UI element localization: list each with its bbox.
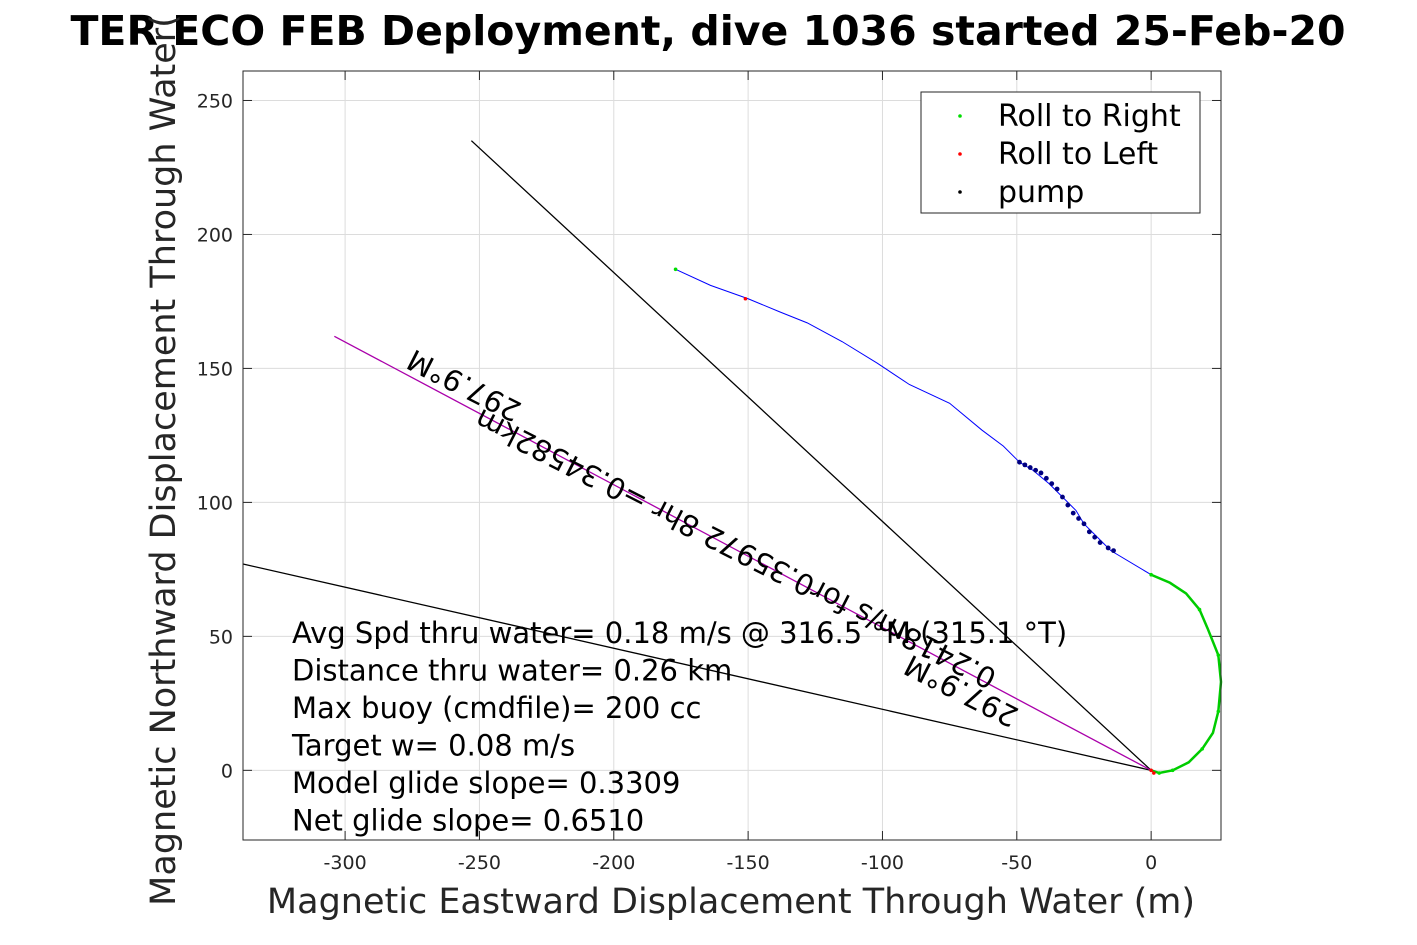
reference-lines: [242, 140, 1152, 771]
pump-point: [1017, 459, 1022, 465]
legend-marker: [958, 152, 962, 156]
x-axis-label: Magnetic Eastward Displacement Through W…: [267, 882, 1195, 922]
pump-point: [1092, 534, 1098, 540]
track-line: [675, 268, 1152, 576]
legend-label: Roll to Right: [998, 99, 1181, 134]
legend-marker: [958, 190, 962, 194]
reference-line: [242, 563, 1152, 771]
pump-point: [1070, 510, 1076, 516]
reference-line: [334, 335, 1152, 771]
pump-point: [1043, 475, 1049, 481]
y-tick-label: 0: [221, 760, 233, 782]
y-tick-label: 100: [197, 492, 233, 514]
y-tick-label: 250: [197, 90, 233, 112]
pump-point: [1097, 540, 1103, 545]
x-tick-label: -50: [1001, 852, 1032, 874]
x-tick-label: -250: [458, 852, 501, 874]
line-annotation: 0.2418m/s for0.35972 8hr =0.34582km: [469, 402, 1001, 696]
roll-left-point: [1152, 771, 1156, 775]
plot-frame: [242, 70, 1222, 841]
x-tick-label: -300: [324, 852, 367, 874]
roll-right-point: [1197, 607, 1202, 612]
pump-point: [1033, 467, 1039, 473]
pump-point: [1081, 521, 1087, 527]
x-tick-label: -100: [861, 852, 904, 874]
stat-line: Distance thru water= 0.26 km: [292, 654, 732, 688]
roll-right-point: [1216, 709, 1221, 714]
axes: -300 -250 -200 -150 -100 -50 0 0 50 100 150 200 250: [197, 70, 1222, 874]
pump-point: [1060, 494, 1065, 500]
pump-point: [1054, 486, 1060, 492]
roll-right-point: [673, 267, 678, 272]
roll-right-point: [1216, 653, 1221, 657]
track: [673, 267, 1223, 775]
y-axis-label: Magnetic Northward Displacement Through …: [144, 14, 184, 906]
stat-line: Net glide slope= 0.6510: [292, 804, 644, 838]
legend-marker: [958, 114, 962, 118]
roll-right-point: [1200, 747, 1204, 751]
pump-point: [1022, 462, 1028, 468]
legend-label: Roll to Left: [998, 137, 1158, 172]
legend-label: pump: [998, 175, 1084, 210]
roll-right-point: [1157, 771, 1162, 775]
stat-line: Target w= 0.08 m/s: [291, 729, 575, 763]
stat-line: Max buoy (cmdfile)= 200 cc: [292, 691, 701, 725]
x-tick-label: -200: [592, 852, 635, 874]
pump-point: [1065, 502, 1071, 508]
y-tick-label: 50: [209, 626, 233, 648]
x-tick-label: 0: [1145, 852, 1157, 874]
y-tick-label: 200: [197, 224, 233, 246]
chart-title: TER ECO FEB Deployment, dive 1036 starte…: [70, 7, 1345, 55]
legend-box: [920, 91, 1201, 214]
roll-right-point: [1149, 572, 1153, 577]
track-loop-line: [1150, 573, 1223, 775]
stats-block: Avg Spd thru water= 0.18 m/s @ 316.5 °M …: [291, 616, 1067, 838]
roll-right-point: [1170, 768, 1175, 773]
pump-point: [1049, 481, 1055, 487]
pump-point: [1027, 465, 1033, 470]
pump-point: [1105, 545, 1111, 551]
roll-left-point: [1149, 768, 1153, 773]
x-tick-label: -150: [727, 852, 770, 874]
pump-point: [1038, 470, 1044, 476]
y-tick-label: 150: [197, 358, 233, 380]
pump-point: [1076, 516, 1081, 521]
roll-left-point: [743, 296, 748, 301]
reference-line: [470, 140, 1152, 771]
stat-line: Avg Spd thru water= 0.18 m/s @ 316.5 °M …: [292, 616, 1067, 650]
pump-point: [1111, 548, 1116, 554]
stat-line: Model glide slope= 0.3309: [292, 766, 680, 800]
pump-point: [1086, 529, 1092, 535]
